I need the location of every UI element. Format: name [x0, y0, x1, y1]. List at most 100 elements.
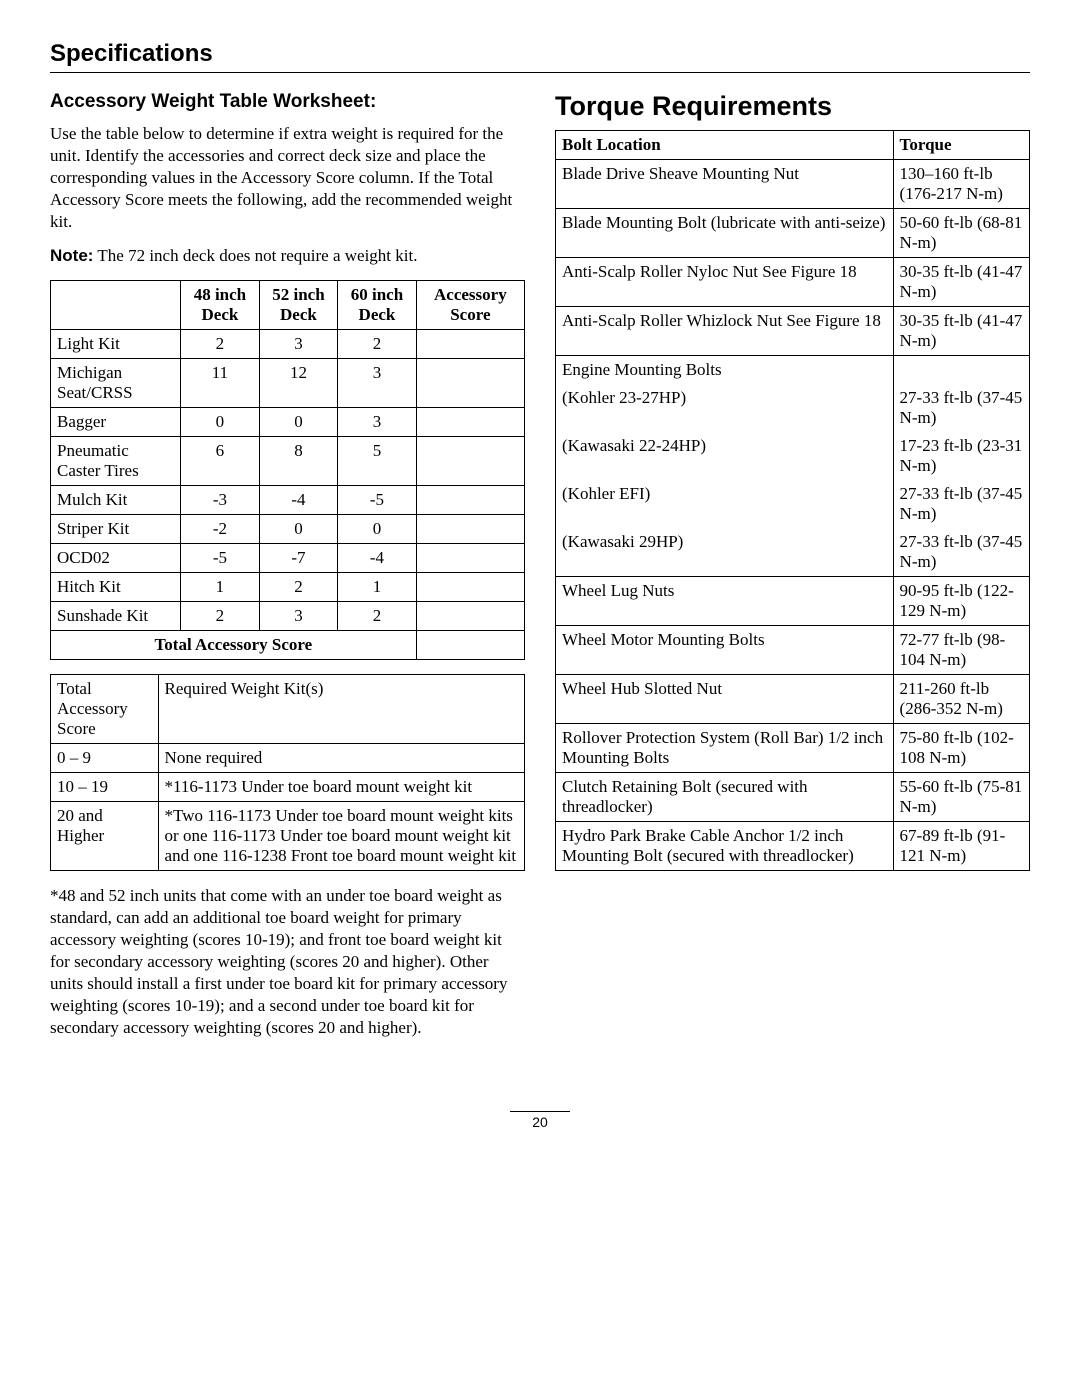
accessory-table-row: Pneumatic Caster Tires685: [51, 436, 525, 485]
note-text: The 72 inch deck does not require a weig…: [97, 246, 417, 265]
req-table-row: 10 – 19*116-1173 Under toe board mount w…: [51, 772, 525, 801]
bolt-location-cell: Clutch Retaining Bolt (secured with thre…: [556, 773, 894, 822]
torque-table-header: Bolt Location: [556, 131, 894, 160]
accessory-table-cell: 3: [259, 329, 338, 358]
footnote-paragraph: *48 and 52 inch units that come with an …: [50, 885, 525, 1040]
accessory-weight-table: 48 inch Deck52 inch Deck60 inch DeckAcce…: [50, 280, 525, 660]
intro-paragraph: Use the table below to determine if extr…: [50, 123, 525, 233]
accessory-table-cell: 3: [259, 601, 338, 630]
accessory-table-cell: [416, 329, 524, 358]
note-label: Note:: [50, 246, 93, 265]
torque-table-row: Blade Mounting Bolt (lubricate with anti…: [556, 209, 1030, 258]
bolt-location-cell: Wheel Hub Slotted Nut: [556, 675, 894, 724]
accessory-table-cell: Striper Kit: [51, 514, 181, 543]
accessory-table-row: Bagger003: [51, 407, 525, 436]
footer-rule: [510, 1111, 570, 1112]
accessory-table-header: [51, 280, 181, 329]
two-column-layout: Accessory Weight Table Worksheet: Use th…: [50, 91, 1030, 1051]
total-accessory-score-label: Total Accessory Score: [51, 630, 417, 659]
accessory-table-cell: -3: [181, 485, 260, 514]
torque-value-cell: 30-35 ft-lb (41-47 N-m): [893, 307, 1029, 356]
torque-value-cell: 211-260 ft-lb (286-352 N-m): [893, 675, 1029, 724]
accessory-table-cell: 12: [259, 358, 338, 407]
torque-title: Torque Requirements: [555, 91, 1030, 122]
torque-table-header: Torque: [893, 131, 1029, 160]
accessory-table-cell: -5: [181, 543, 260, 572]
req-table-cell: None required: [158, 743, 524, 772]
accessory-table-cell: OCD02: [51, 543, 181, 572]
accessory-table-cell: [416, 407, 524, 436]
torque-table-row: Anti-Scalp Roller Nyloc Nut See Figure 1…: [556, 258, 1030, 307]
accessory-table-cell: -5: [338, 485, 417, 514]
accessory-table-cell: Bagger: [51, 407, 181, 436]
accessory-table-row: Hitch Kit121: [51, 572, 525, 601]
torque-table-row: Hydro Park Brake Cable Anchor 1/2 inch M…: [556, 822, 1030, 871]
accessory-table-cell: -4: [338, 543, 417, 572]
accessory-table-total-row: Total Accessory Score: [51, 630, 525, 659]
torque-table-row: Engine Mounting Bolts: [556, 356, 1030, 385]
accessory-table-header: 52 inch Deck: [259, 280, 338, 329]
accessory-table-cell: 2: [259, 572, 338, 601]
accessory-subsection-title: Accessory Weight Table Worksheet:: [50, 91, 525, 113]
accessory-table-cell: 2: [181, 601, 260, 630]
torque-table-row: (Kohler 23-27HP)27-33 ft-lb (37-45 N-m): [556, 384, 1030, 432]
torque-value-cell: 30-35 ft-lb (41-47 N-m): [893, 258, 1029, 307]
req-table-header: Total Accessory Score: [51, 674, 159, 743]
accessory-table-cell: 11: [181, 358, 260, 407]
page-number: 20: [532, 1114, 548, 1130]
accessory-table-cell: [416, 601, 524, 630]
left-column: Accessory Weight Table Worksheet: Use th…: [50, 91, 525, 1051]
torque-table-row: Wheel Lug Nuts90-95 ft-lb (122-129 N-m): [556, 577, 1030, 626]
torque-table-row: (Kawasaki 29HP)27-33 ft-lb (37-45 N-m): [556, 528, 1030, 577]
torque-table-row: Rollover Protection System (Roll Bar) 1/…: [556, 724, 1030, 773]
accessory-table-cell: 0: [338, 514, 417, 543]
accessory-table-row: Light Kit232: [51, 329, 525, 358]
accessory-table-row: Michigan Seat/CRSS11123: [51, 358, 525, 407]
bolt-location-cell: Rollover Protection System (Roll Bar) 1/…: [556, 724, 894, 773]
accessory-table-cell: 2: [338, 329, 417, 358]
accessory-table-cell: [416, 572, 524, 601]
torque-table-row: Blade Drive Sheave Mounting Nut130–160 f…: [556, 160, 1030, 209]
note-paragraph: Note: The 72 inch deck does not require …: [50, 245, 525, 267]
accessory-table-row: Mulch Kit-3-4-5: [51, 485, 525, 514]
accessory-table-cell: 1: [338, 572, 417, 601]
req-table-header: Required Weight Kit(s): [158, 674, 524, 743]
accessory-table-cell: Pneumatic Caster Tires: [51, 436, 181, 485]
req-table-cell: 20 and Higher: [51, 801, 159, 870]
req-table-cell: *Two 116-1173 Under toe board mount weig…: [158, 801, 524, 870]
accessory-table-cell: 5: [338, 436, 417, 485]
torque-value-cell: 50-60 ft-lb (68-81 N-m): [893, 209, 1029, 258]
accessory-table-row: OCD02-5-7-4: [51, 543, 525, 572]
accessory-table-cell: 3: [338, 407, 417, 436]
torque-value-cell: 72-77 ft-lb (98-104 N-m): [893, 626, 1029, 675]
req-table-cell: 0 – 9: [51, 743, 159, 772]
torque-value-cell: 75-80 ft-lb (102-108 N-m): [893, 724, 1029, 773]
accessory-table-cell: [416, 514, 524, 543]
bolt-location-cell: Blade Mounting Bolt (lubricate with anti…: [556, 209, 894, 258]
torque-requirements-table: Bolt LocationTorqueBlade Drive Sheave Mo…: [555, 130, 1030, 871]
accessory-table-cell: [416, 543, 524, 572]
bolt-location-cell: Engine Mounting Bolts: [556, 356, 894, 385]
bolt-location-cell: Anti-Scalp Roller Nyloc Nut See Figure 1…: [556, 258, 894, 307]
accessory-table-cell: -2: [181, 514, 260, 543]
accessory-table-cell: 2: [181, 329, 260, 358]
accessory-table-cell: 0: [259, 514, 338, 543]
bolt-location-cell: (Kohler EFI): [556, 480, 894, 528]
req-table-row: 0 – 9None required: [51, 743, 525, 772]
bolt-location-cell: Wheel Lug Nuts: [556, 577, 894, 626]
accessory-table-row: Sunshade Kit232: [51, 601, 525, 630]
section-title: Specifications: [50, 40, 1030, 68]
torque-table-row: Clutch Retaining Bolt (secured with thre…: [556, 773, 1030, 822]
torque-value-cell: 27-33 ft-lb (37-45 N-m): [893, 384, 1029, 432]
accessory-table-cell: -4: [259, 485, 338, 514]
title-rule: [50, 72, 1030, 73]
accessory-table-cell: 0: [259, 407, 338, 436]
accessory-table-header: Accessory Score: [416, 280, 524, 329]
bolt-location-cell: Hydro Park Brake Cable Anchor 1/2 inch M…: [556, 822, 894, 871]
required-weight-kit-table: Total Accessory ScoreRequired Weight Kit…: [50, 674, 525, 871]
accessory-table-header: 48 inch Deck: [181, 280, 260, 329]
accessory-table-cell: 0: [181, 407, 260, 436]
accessory-table-cell: [416, 358, 524, 407]
accessory-table-cell: [416, 436, 524, 485]
accessory-table-cell: 8: [259, 436, 338, 485]
